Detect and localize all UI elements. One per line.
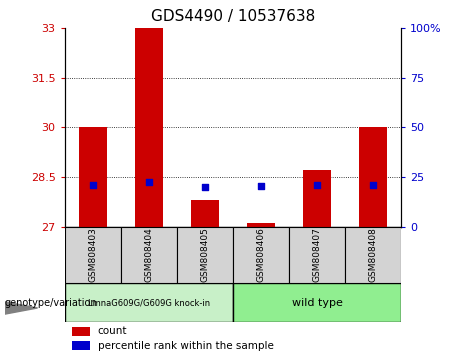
Text: GSM808408: GSM808408 (368, 227, 378, 282)
Bar (191, 200, 219, 227)
Point (145, 179, 152, 185)
Bar (72, 341, 90, 350)
Text: GSM808405: GSM808405 (200, 227, 209, 282)
Bar (303, 170, 331, 227)
Point (89, 182, 96, 188)
Point (313, 182, 321, 188)
Bar (289, 227, 345, 283)
Point (369, 182, 377, 188)
Bar (65, 283, 233, 322)
Bar (345, 227, 401, 283)
Bar (233, 283, 401, 322)
Point (201, 184, 208, 190)
Text: genotype/variation: genotype/variation (5, 298, 97, 308)
Text: GSM808404: GSM808404 (144, 228, 153, 282)
Bar (177, 227, 233, 283)
Bar (247, 223, 275, 227)
Bar (121, 227, 177, 283)
Text: GSM808407: GSM808407 (313, 227, 321, 282)
Point (257, 183, 265, 189)
Text: wild type: wild type (291, 298, 343, 308)
Bar (65, 227, 121, 283)
Bar (72, 327, 90, 336)
Text: GSM808406: GSM808406 (256, 227, 266, 282)
Bar (233, 227, 289, 283)
Bar (359, 127, 387, 227)
Text: percentile rank within the sample: percentile rank within the sample (98, 341, 274, 351)
Polygon shape (5, 302, 38, 314)
Text: count: count (98, 326, 127, 336)
Text: GSM808403: GSM808403 (88, 227, 97, 282)
Text: LmnaG609G/G609G knock-in: LmnaG609G/G609G knock-in (88, 298, 210, 307)
Bar (78, 127, 106, 227)
Bar (135, 28, 163, 227)
Title: GDS4490 / 10537638: GDS4490 / 10537638 (151, 9, 315, 24)
